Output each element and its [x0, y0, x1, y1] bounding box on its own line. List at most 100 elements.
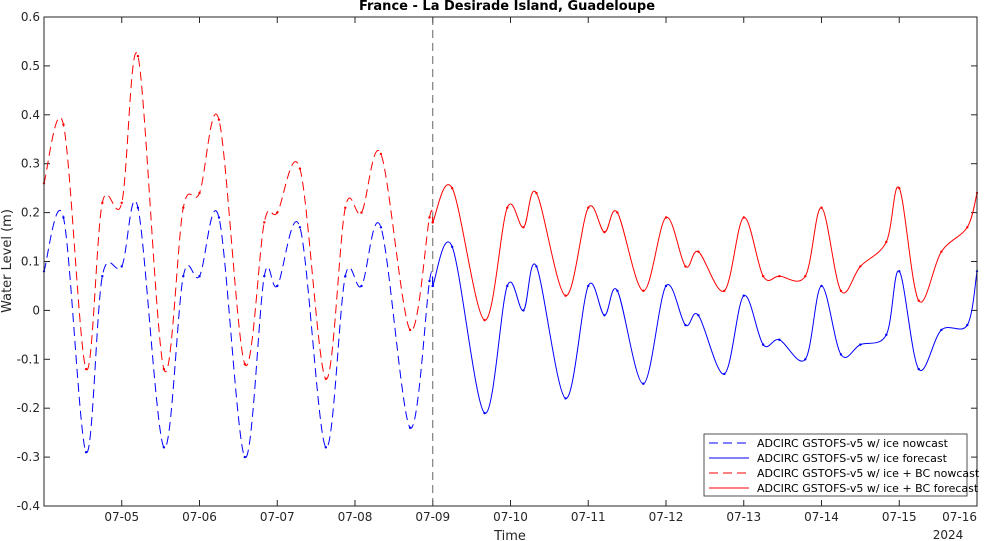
- x-axis-title: Time: [493, 529, 526, 541]
- y-tick-label: 0.3: [21, 157, 40, 171]
- data-point: [62, 216, 65, 219]
- y-tick-label: 0.1: [21, 255, 40, 269]
- legend-label: ADCIRC GSTOFS-v5 w/ ice + BC forecast: [757, 482, 979, 495]
- data-point: [564, 294, 567, 297]
- data-point: [450, 186, 454, 190]
- data-point: [742, 294, 745, 297]
- data-point: [917, 299, 920, 302]
- data-point: [84, 367, 88, 371]
- data-point: [966, 323, 969, 327]
- data-point: [564, 397, 567, 400]
- data-point: [522, 309, 525, 312]
- legend-label: ADCIRC GSTOFS-v5 w/ ice + BC nowcast: [757, 467, 980, 480]
- y-tick-label: -0.1: [17, 352, 40, 366]
- data-point: [697, 250, 700, 253]
- x-tick-label: 07-12: [649, 510, 684, 524]
- data-point: [483, 411, 486, 415]
- data-point: [136, 54, 140, 58]
- data-point: [684, 323, 687, 327]
- data-point: [898, 270, 901, 273]
- plot-area: [44, 17, 977, 506]
- data-point: [664, 284, 668, 288]
- data-point: [162, 367, 166, 371]
- series-ice-nowcast: [43, 200, 434, 458]
- x-tick-label: 07-06: [182, 510, 217, 524]
- y-axis-title: Water Level (m): [0, 209, 15, 313]
- y-tick-label: -0.2: [17, 401, 40, 415]
- data-point: [428, 216, 431, 219]
- data-point: [940, 328, 943, 332]
- data-point: [120, 265, 123, 268]
- data-point: [506, 206, 509, 209]
- series-ice-forecast: [432, 241, 978, 414]
- data-point: [263, 274, 266, 278]
- data-point: [506, 284, 509, 288]
- legend-label: ADCIRC GSTOFS-v5 w/ ice nowcast: [757, 437, 949, 450]
- data-point: [276, 284, 279, 288]
- data-point: [642, 289, 645, 293]
- series-layer: [42, 52, 979, 459]
- data-point: [761, 274, 765, 278]
- data-point: [804, 274, 807, 278]
- data-point: [483, 318, 486, 322]
- data-point: [820, 206, 823, 209]
- data-point: [431, 284, 434, 288]
- data-point: [535, 191, 538, 195]
- data-point: [885, 333, 888, 337]
- y-tick-label: 0: [32, 303, 40, 317]
- data-point: [344, 206, 347, 209]
- data-point: [136, 206, 140, 209]
- legend-box: [703, 433, 968, 497]
- legend: ADCIRC GSTOFS-v5 w/ ice nowcast ADCIRC GS…: [703, 433, 980, 497]
- x-tick-label: 07-14: [804, 510, 839, 524]
- x-tick-label: 07-10: [493, 510, 528, 524]
- data-point: [804, 358, 807, 361]
- data-point: [360, 284, 363, 288]
- y-tick-label: -0.4: [17, 499, 40, 513]
- data-point: [723, 372, 726, 376]
- data-point: [778, 274, 781, 278]
- data-point: [522, 226, 525, 229]
- data-point: [603, 314, 606, 317]
- data-point: [243, 455, 247, 459]
- y-tick-label: -0.3: [17, 450, 40, 464]
- data-point: [298, 167, 302, 170]
- data-point: [966, 226, 969, 229]
- x-tick-label: 07-15: [882, 510, 917, 524]
- legend-entries: ADCIRC GSTOFS-v5 w/ ice nowcast ADCIRC GS…: [709, 437, 980, 495]
- data-point: [298, 226, 302, 229]
- data-point: [379, 152, 383, 156]
- x-tick-label: 07-08: [338, 510, 373, 524]
- data-point: [616, 211, 619, 214]
- data-point: [162, 446, 166, 449]
- data-point: [684, 265, 687, 268]
- data-point: [120, 201, 123, 205]
- x-tick-label: 07-09: [415, 510, 450, 524]
- x-tick-label: 07-13: [726, 510, 761, 524]
- data-point: [723, 289, 726, 293]
- data-point: [276, 211, 279, 214]
- data-point: [940, 250, 943, 253]
- data-point: [917, 367, 920, 371]
- data-point: [761, 343, 765, 346]
- y-tick-label: 0.5: [21, 59, 40, 73]
- data-point: [360, 211, 363, 214]
- data-point: [587, 284, 590, 288]
- data-point: [820, 284, 823, 288]
- data-point: [217, 216, 221, 219]
- data-point: [859, 343, 862, 346]
- data-point: [839, 353, 843, 356]
- data-point: [642, 382, 645, 385]
- data-point: [84, 451, 88, 454]
- data-point: [101, 274, 104, 278]
- x-tick-label: 07-16: [942, 510, 977, 524]
- data-point: [428, 279, 431, 283]
- data-point: [344, 274, 347, 278]
- data-point: [263, 221, 266, 224]
- y-tick-label: 0.6: [21, 10, 40, 24]
- data-point: [603, 230, 606, 234]
- data-point: [62, 123, 65, 126]
- data-point: [616, 289, 619, 293]
